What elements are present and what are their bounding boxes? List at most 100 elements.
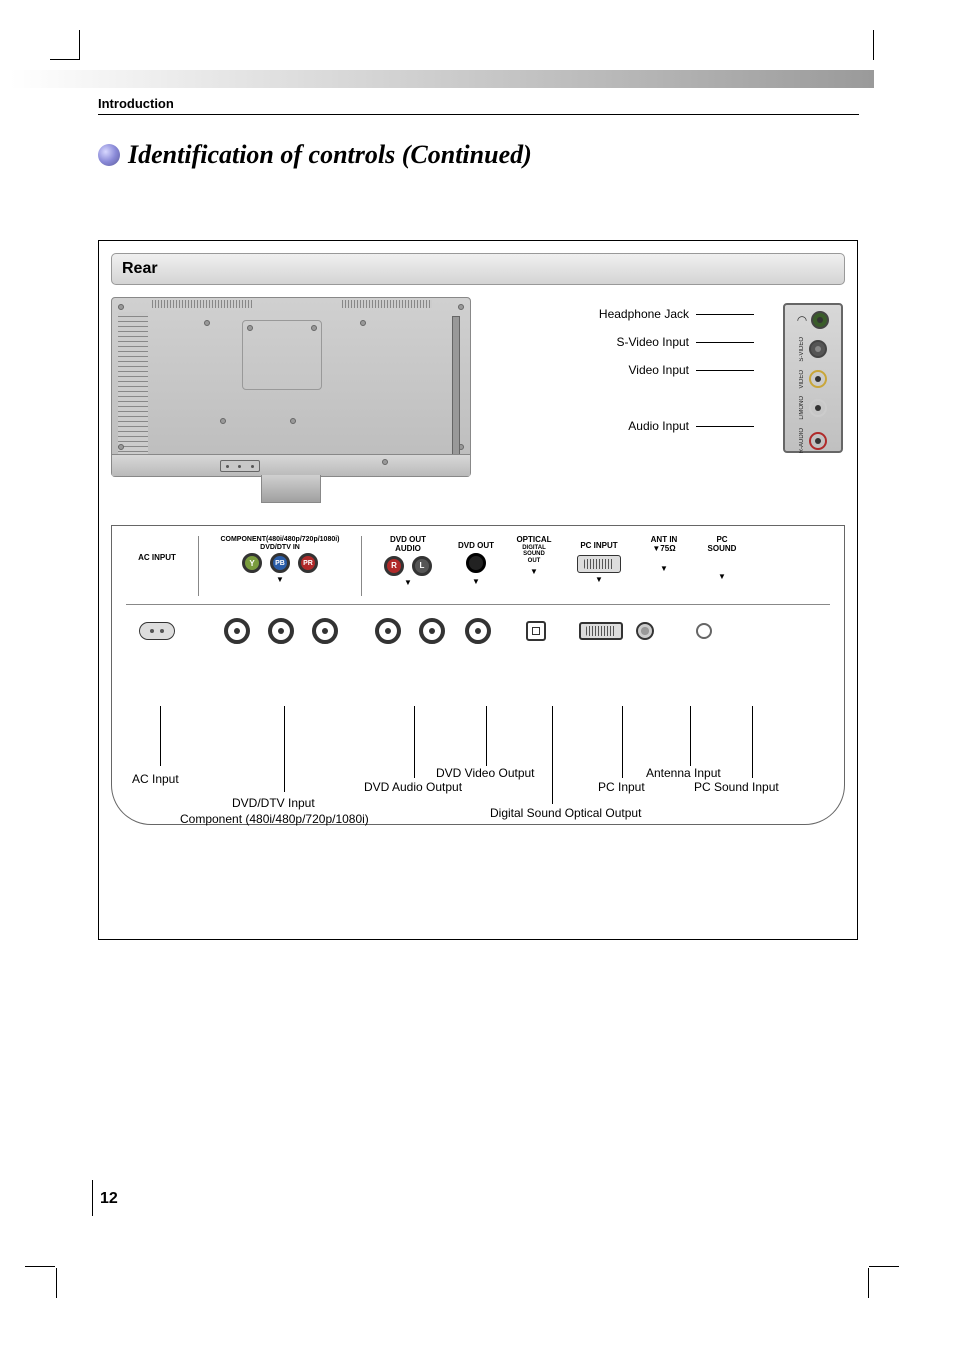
tv-body — [111, 297, 471, 477]
page-title: Identification of controls (Continued) — [128, 140, 532, 170]
crop-mark — [872, 30, 874, 60]
headphone-icon: ◠ — [797, 313, 807, 327]
component-sub-label: DVD/DTV IN — [205, 544, 355, 552]
audio-l-port: L — [412, 556, 432, 576]
crop-mark — [25, 1266, 55, 1268]
callout-line — [160, 706, 161, 766]
headphone-jack: ◠ — [797, 311, 829, 329]
minijack-port-icon — [696, 623, 712, 639]
optical-sub-label: DIGITAL SOUND OUT — [504, 545, 564, 565]
screw-icon — [220, 418, 226, 424]
screw-icon — [360, 320, 366, 326]
callout-line — [284, 706, 285, 792]
stand-neck — [261, 475, 321, 503]
coax-port-icon — [636, 622, 654, 640]
callout-dvddtv: DVD/DTV Input — [232, 796, 315, 810]
component-y-port: Y — [242, 553, 262, 573]
screw-icon — [382, 459, 388, 465]
pcsound-label: PC SOUND — [694, 536, 750, 554]
screw-icon — [247, 325, 253, 331]
side-jack-labels: Headphone Jack S-Video Input Video Input… — [499, 307, 689, 447]
label-svideo: S-Video Input — [499, 335, 689, 349]
stand-buttons — [220, 460, 260, 472]
main-diagram-box: Rear — [98, 240, 858, 940]
page-number: 12 — [100, 1190, 118, 1208]
optical-port-icon — [526, 621, 546, 641]
callout-line — [752, 706, 753, 778]
bottom-connector-panel: AC INPUT COMPONENT(480i/480p/720p/1080i)… — [111, 525, 845, 825]
vga-icon — [577, 555, 621, 573]
vent-icon — [152, 300, 252, 308]
screw-icon — [118, 444, 124, 450]
component-pr-port: PR — [298, 553, 318, 573]
audio-l-jack: L/MONO — [799, 396, 827, 420]
vga-port-icon — [579, 622, 623, 640]
crop-mark — [867, 1268, 869, 1298]
callout-pcsound: PC Sound Input — [694, 780, 779, 794]
callout-line — [690, 706, 691, 766]
screw-icon — [311, 325, 317, 331]
screw-icon — [118, 304, 124, 310]
rca-port-icon — [465, 618, 491, 644]
tv-rear-illustration — [111, 297, 481, 507]
slot-icon — [452, 316, 460, 456]
base-bar — [112, 454, 470, 476]
rear-heading: Rear — [111, 253, 845, 285]
rca-port-icon — [268, 618, 294, 644]
crop-mark — [50, 30, 80, 60]
callout-ac: AC Input — [132, 772, 179, 786]
callout-component: Component (480i/480p/720p/1080i) — [180, 812, 369, 826]
document-page: Introduction Identification of controls … — [0, 0, 954, 1348]
label-audio: Audio Input — [499, 419, 689, 433]
label-video: Video Input — [499, 363, 689, 377]
divider — [198, 536, 199, 596]
rca-port-icon — [419, 618, 445, 644]
ac-input-label: AC INPUT — [122, 554, 192, 563]
callout-pcinput: PC Input — [598, 780, 645, 794]
component-label: COMPONENT(480i/480p/720p/1080i) — [205, 536, 355, 544]
connector-labels-row: AC INPUT COMPONENT(480i/480p/720p/1080i)… — [112, 526, 844, 596]
callout-line — [486, 706, 487, 766]
callout-line — [552, 706, 553, 804]
callout-dvdaudio: DVD Audio Output — [364, 780, 462, 794]
crop-mark — [55, 1268, 57, 1298]
callout-line — [414, 706, 415, 778]
divider — [361, 536, 362, 596]
ac-port-icon — [139, 622, 175, 640]
connector-ports-row — [112, 596, 844, 644]
panel-inset — [242, 320, 322, 390]
rca-port-icon — [224, 618, 250, 644]
video-jack: VIDEO — [799, 370, 827, 389]
pcinput-label: PC INPUT — [564, 542, 634, 551]
optical-label: OPTICAL — [504, 536, 564, 545]
callout-optical: Digital Sound Optical Output — [490, 806, 641, 820]
callout-antenna: Antenna Input — [646, 766, 721, 780]
dvd-audio-label: DVD OUT AUDIO — [368, 536, 448, 554]
screw-icon — [290, 418, 296, 424]
header-gradient-bar — [10, 70, 874, 88]
antin-sub-label: ▼75Ω — [634, 545, 694, 554]
screw-icon — [458, 304, 464, 310]
dvd-video-port — [466, 553, 486, 573]
crop-mark — [869, 1266, 899, 1268]
page-number-rule — [92, 1180, 93, 1216]
title-row: Identification of controls (Continued) — [98, 140, 532, 170]
vent-icon — [118, 312, 148, 462]
screw-icon — [204, 320, 210, 326]
label-headphone: Headphone Jack — [499, 307, 689, 321]
section-underline — [98, 114, 859, 115]
bullet-icon — [98, 144, 120, 166]
rca-port-icon — [312, 618, 338, 644]
rca-port-icon — [375, 618, 401, 644]
audio-r-jack: R-AUDIO — [799, 428, 827, 453]
audio-r-port: R — [384, 556, 404, 576]
svideo-jack: S-VIDEO — [799, 337, 827, 362]
component-pb-port: PB — [270, 553, 290, 573]
side-jack-panel: ◠ S-VIDEO VIDEO L/MONO R-AUDIO — [783, 303, 843, 453]
upper-diagram-row: Headphone Jack S-Video Input Video Input… — [99, 297, 857, 517]
dvdout-label: DVD OUT — [448, 542, 504, 551]
callout-dvdvideo: DVD Video Output — [436, 766, 535, 780]
callout-line — [622, 706, 623, 778]
section-header: Introduction — [98, 96, 174, 111]
vent-icon — [342, 300, 432, 308]
